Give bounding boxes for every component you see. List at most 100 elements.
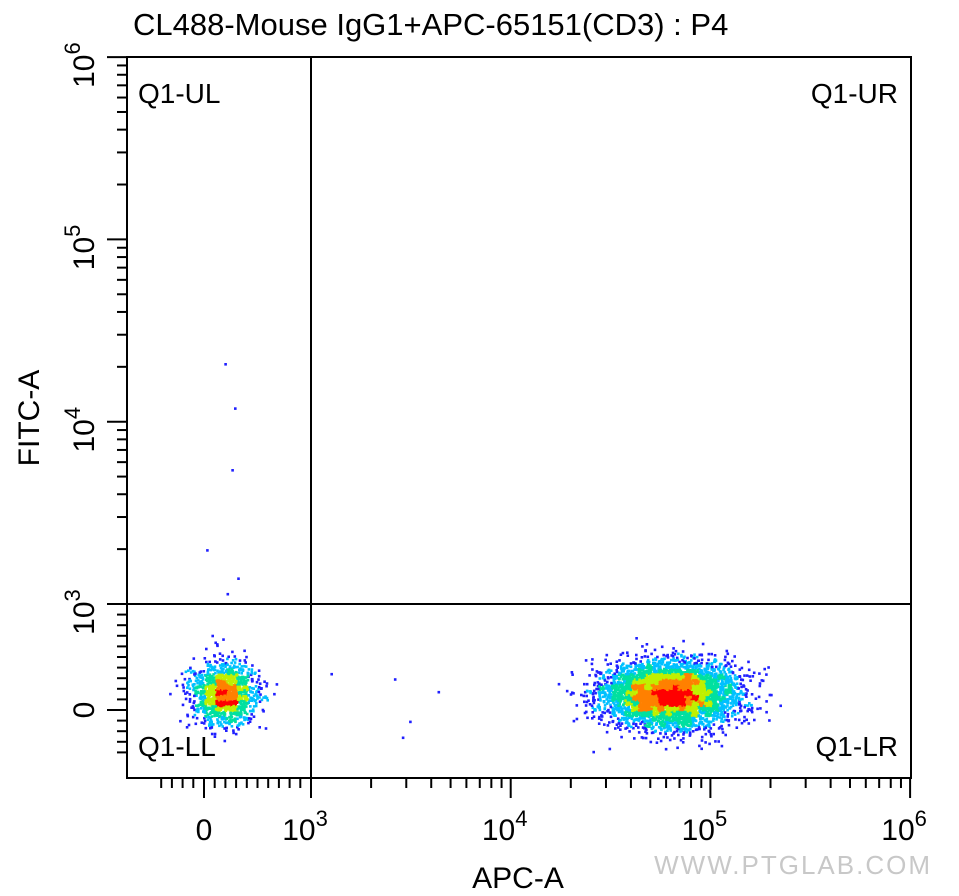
event-point (745, 692, 748, 695)
event-point (210, 690, 214, 693)
event-point (652, 661, 655, 665)
event-point (694, 692, 697, 696)
event-point (195, 716, 199, 720)
event-point (235, 692, 238, 696)
event-point (222, 711, 225, 714)
event-point (244, 688, 248, 692)
event-point (646, 721, 649, 725)
event-point (696, 700, 699, 703)
event-point (645, 670, 648, 673)
event-point (212, 667, 215, 671)
event-point (673, 653, 677, 656)
event-point (665, 713, 668, 717)
event-point (668, 738, 672, 742)
event-point (214, 708, 218, 711)
event-point (226, 657, 229, 661)
event-point (265, 682, 269, 685)
event-point (669, 715, 672, 718)
event-point (698, 653, 702, 657)
event-point (711, 702, 715, 705)
event-point (257, 685, 261, 689)
event-point (616, 707, 620, 710)
event-point (186, 714, 190, 718)
event-point (748, 702, 751, 705)
event-point (242, 695, 245, 698)
event-point (597, 703, 601, 706)
event-point (203, 703, 206, 707)
event-point (202, 670, 206, 673)
event-point (616, 691, 620, 694)
event-point (234, 670, 238, 674)
event-point (197, 685, 201, 689)
event-point (695, 670, 698, 673)
event-point (232, 704, 235, 708)
event-point (199, 680, 202, 683)
event-point (634, 724, 638, 727)
event-point (724, 655, 727, 659)
event-point (689, 728, 692, 731)
event-point (630, 715, 633, 718)
event-point (585, 700, 589, 704)
event-point (258, 700, 262, 703)
event-point (221, 654, 224, 658)
event-point (212, 687, 216, 690)
event-point (688, 733, 692, 736)
event-point (228, 665, 232, 668)
event-point (593, 681, 597, 685)
event-point (665, 666, 669, 669)
event-point (655, 669, 658, 673)
event-point (216, 719, 220, 723)
event-point (220, 691, 224, 694)
event-point (686, 669, 690, 672)
event-point (193, 683, 196, 686)
event-point (654, 717, 658, 721)
event-point (257, 669, 261, 672)
event-point (599, 699, 602, 702)
event-point (607, 693, 610, 697)
event-point (583, 700, 586, 704)
event-point (677, 666, 681, 669)
event-point (245, 712, 249, 716)
event-point (200, 679, 204, 683)
event-point (619, 728, 622, 731)
event-point (199, 707, 203, 710)
event-point (211, 709, 214, 712)
event-point (205, 711, 208, 715)
event-point (731, 659, 734, 663)
event-point (182, 689, 186, 693)
event-point (220, 670, 223, 674)
event-point (245, 685, 249, 689)
event-point (235, 700, 239, 703)
y-axis-label: FITC-A (13, 370, 46, 467)
event-point (251, 686, 254, 690)
event-point (707, 724, 711, 727)
event-point (231, 671, 235, 675)
event-point (241, 675, 245, 679)
event-point (213, 665, 217, 668)
event-point (236, 717, 239, 721)
event-point (222, 702, 226, 705)
event-point (768, 693, 772, 697)
event-point (704, 712, 708, 716)
event-point (185, 691, 189, 694)
event-point (188, 687, 192, 690)
event-point (223, 691, 226, 695)
event-point (213, 685, 217, 689)
event-point (248, 699, 252, 702)
event-point (229, 671, 232, 675)
event-point (213, 676, 216, 679)
event-point (746, 704, 749, 707)
event-point (733, 710, 737, 713)
event-point (712, 719, 715, 722)
event-point (697, 724, 700, 728)
event-point (615, 700, 618, 703)
event-point (206, 672, 210, 675)
event-point (237, 677, 240, 681)
event-point (215, 675, 218, 678)
event-point (749, 679, 752, 682)
event-point (710, 680, 713, 683)
event-point (220, 687, 224, 690)
event-point (596, 684, 600, 688)
event-point (234, 717, 237, 720)
event-point (256, 694, 259, 697)
